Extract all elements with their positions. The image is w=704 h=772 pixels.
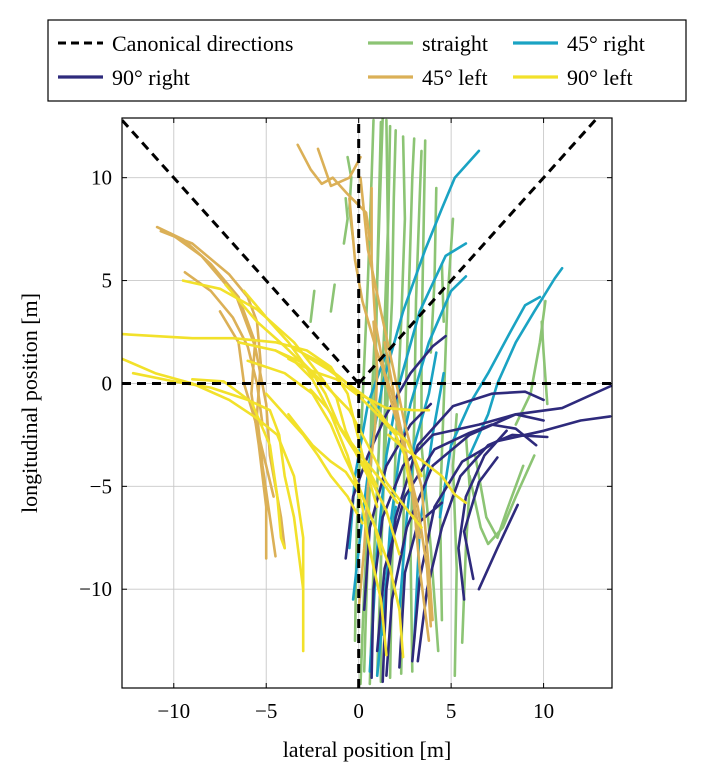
trajectory-line-3-5 (416, 433, 549, 663)
trajectory-line-3-2 (381, 390, 545, 684)
trajectory-line-5-14 (264, 392, 364, 525)
y-tick-label: −5 (90, 474, 112, 498)
x-tick-label: 10 (533, 699, 554, 723)
trajectory-line-1-15 (438, 217, 455, 622)
trajectory-line-5-10 (292, 347, 431, 412)
trajectory-line-2-5 (438, 295, 542, 519)
legend-box (47, 19, 687, 102)
legend-label: 90° right (112, 65, 190, 90)
x-tick-label: −10 (157, 699, 190, 723)
y-tick-label: 0 (102, 371, 113, 395)
trajectory-line-4-0 (159, 229, 277, 558)
trajectory-line-4-7 (348, 197, 431, 643)
trajectory-line-3-4 (375, 423, 538, 653)
trajectory-line-5-15 (386, 433, 468, 505)
legend-label: straight (422, 31, 488, 56)
trajectory-line-3-8 (344, 334, 447, 560)
trajectory-line-4-9 (370, 186, 433, 628)
y-tick-label: 10 (91, 166, 112, 190)
y-axis: −10 −5 0 5 10 (79, 166, 612, 601)
trajectory-line-3-7 (462, 456, 499, 581)
trajectory-line-2-0 (351, 149, 481, 601)
trajectory-line-5-12 (287, 412, 383, 556)
trajectory-line-1-7 (353, 118, 375, 643)
trajectory-line-4-3 (183, 270, 264, 426)
y-tick-label: −10 (79, 577, 112, 601)
trajectory-line-5-3 (191, 377, 287, 550)
x-axis-label: lateral position [m] (283, 737, 452, 762)
trajectory-line-4-10 (383, 340, 422, 540)
trajectory-line-5-0 (122, 332, 379, 488)
trajectory-line-4-5 (296, 143, 372, 241)
trajectory-line-5-9 (287, 357, 412, 492)
legend-entry: straight (368, 31, 488, 56)
trajectory-line-1-11 (309, 289, 316, 324)
trajectory-line-5-1 (122, 357, 305, 653)
trajectory-line-1-5 (409, 149, 423, 673)
legend-entry: Canonical directions (58, 31, 293, 56)
trajectory-line-5-5 (224, 283, 401, 556)
legend-entry: 45° left (368, 65, 488, 90)
legend-label: 90° left (567, 65, 633, 90)
trajectory-line-5-16 (309, 388, 399, 505)
trajectory-line-4-6 (316, 147, 362, 188)
trajectory-line-5-8 (274, 349, 388, 657)
legend-label: 45° right (567, 31, 645, 56)
legend-label: 45° left (422, 65, 488, 90)
trajectory-line-1-9 (342, 197, 349, 245)
trajectory-line-4-8 (359, 176, 434, 622)
trajectory-line-1-20 (473, 454, 525, 540)
trajectory-line-3-9 (362, 402, 433, 612)
series-0 (122, 118, 612, 688)
trajectory-line-1-22 (540, 320, 549, 406)
series-layer (122, 118, 612, 688)
legend-label: Canonical directions (112, 31, 293, 56)
legend-entry: 90° right (58, 65, 190, 90)
legend-entry: 90° left (513, 65, 633, 90)
trajectory-line-2-6 (468, 266, 564, 457)
x-tick-label: −5 (255, 699, 277, 723)
trajectory-line-1-17 (440, 262, 446, 324)
trajectory-line-3-11 (398, 501, 444, 669)
legend: Canonical directions straight 45° right 90°… (47, 19, 687, 102)
x-axis: −10 −5 0 5 10 (157, 118, 554, 723)
trajectory-line-3-6 (457, 429, 508, 601)
trajectory-line-5-13 (242, 289, 314, 379)
y-tick-label: 5 (102, 269, 113, 293)
plot-frame (121, 117, 613, 689)
trajectory-line-1-10 (329, 283, 336, 313)
y-axis-label: longitudinal position [m] (17, 293, 42, 513)
x-tick-label: 5 (446, 699, 457, 723)
trajectory-line-3-10 (477, 503, 520, 591)
x-tick-label: 0 (353, 699, 364, 723)
legend-entry: 45° right (513, 31, 645, 56)
trajectory-line-3-1 (410, 415, 612, 663)
trajectory-line-2-3 (398, 351, 438, 612)
